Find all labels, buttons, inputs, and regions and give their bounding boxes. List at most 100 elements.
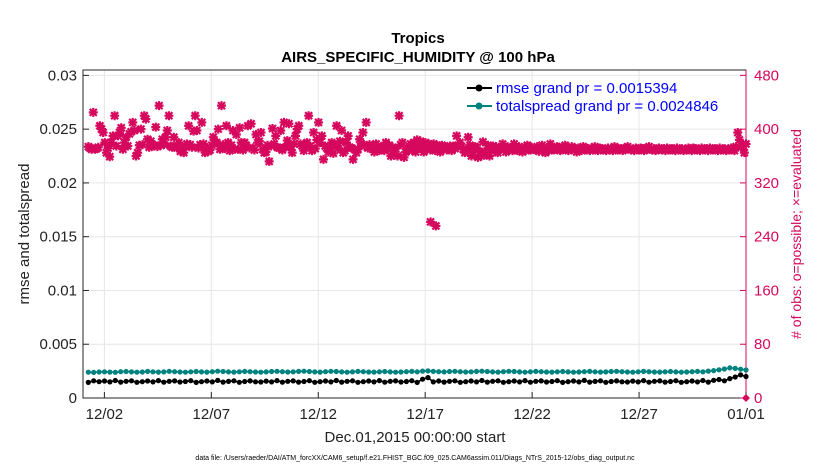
obs-count-marker	[174, 138, 184, 148]
x-tick-label: 12/07	[193, 406, 231, 423]
obs-count-marker	[233, 144, 243, 154]
x-axis-label: Dec.01,2015 00:00:00 start	[325, 429, 507, 446]
series-marker	[414, 369, 420, 375]
series-marker	[209, 379, 215, 385]
obs-count-marker	[110, 111, 120, 121]
series-marker	[112, 377, 118, 384]
series-marker	[543, 369, 550, 375]
series-marker	[721, 378, 728, 384]
obs-count-marker	[310, 144, 320, 154]
obs-count-marker	[116, 123, 126, 133]
series-marker	[484, 368, 490, 375]
series-marker	[290, 369, 296, 375]
series-marker	[409, 368, 415, 374]
series-marker	[517, 369, 523, 375]
series-marker	[91, 378, 97, 384]
y2-tick-label: 160	[754, 282, 779, 299]
series-marker	[420, 368, 426, 374]
series-marker	[269, 379, 275, 385]
series-marker	[220, 379, 226, 385]
series-marker	[495, 378, 501, 384]
series-marker	[285, 378, 291, 384]
series-marker	[312, 369, 318, 375]
series-marker	[576, 369, 582, 375]
series-marker	[215, 368, 221, 374]
series-marker	[511, 368, 517, 375]
series-marker	[694, 368, 701, 374]
series-marker	[161, 379, 167, 385]
series-marker	[355, 368, 361, 374]
obs-count-marker	[217, 101, 227, 111]
obs-count-marker	[369, 147, 379, 157]
obs-count-marker	[363, 143, 373, 153]
y2-axis-ticks: 0 80 160 240 320 400 480	[740, 67, 779, 407]
obs-count-marker	[154, 101, 164, 111]
series-marker	[296, 379, 302, 385]
series-marker	[328, 368, 334, 374]
obs-count-marker	[161, 132, 171, 142]
obs-count-marker	[458, 144, 468, 154]
obs-count-marker	[305, 141, 315, 151]
series-marker	[603, 379, 609, 385]
obs-count-marker	[485, 151, 495, 161]
series-marker	[215, 377, 221, 383]
series-marker	[732, 374, 738, 380]
obs-count-marker	[88, 107, 98, 117]
obs-count-marker	[179, 148, 189, 158]
obs-count-marker	[325, 144, 335, 154]
series-marker	[684, 379, 690, 385]
y-axis-label: rmse and totalspread	[16, 164, 33, 305]
obs-count-marker	[424, 139, 434, 149]
series-marker	[317, 369, 323, 375]
obs-count-marker	[100, 138, 110, 148]
series-marker	[279, 379, 285, 385]
series-marker	[355, 379, 361, 385]
series-marker	[177, 379, 183, 385]
series-marker	[517, 379, 523, 385]
x-tick-label: 12/12	[299, 406, 337, 423]
y-tick-label: 0.01	[48, 282, 77, 299]
series-marker	[533, 378, 539, 384]
series-marker	[716, 376, 722, 383]
series-marker	[581, 369, 587, 375]
series-marker	[635, 379, 641, 385]
obs-count-marker	[128, 117, 138, 127]
obs-count-marker	[739, 148, 749, 158]
obs-count-marker	[328, 148, 338, 158]
series-marker	[139, 379, 145, 385]
series-marker	[344, 378, 350, 384]
y-tick-label: 0.02	[48, 175, 77, 192]
series-marker	[231, 369, 237, 375]
x-tick-label: 12/17	[406, 406, 444, 423]
obs-count-marker	[101, 148, 111, 158]
obs-count-marker	[133, 148, 143, 158]
obs-count-marker	[475, 147, 485, 157]
series-marker	[155, 369, 161, 375]
series-marker	[463, 369, 469, 375]
series-marker	[592, 378, 598, 384]
y2-tick-label: 240	[754, 229, 779, 246]
series-marker	[91, 369, 97, 375]
series-marker	[101, 378, 108, 384]
series-marker	[452, 368, 458, 374]
series-marker	[409, 378, 415, 384]
series-marker	[96, 369, 102, 375]
obs-count-marker	[461, 146, 471, 156]
series-marker	[500, 379, 506, 385]
series-marker	[349, 378, 356, 384]
obs-count-marker	[212, 138, 222, 148]
obs-count-marker	[432, 140, 442, 150]
series-marker	[155, 378, 161, 384]
obs-count-marker	[264, 156, 274, 166]
series-marker	[209, 369, 215, 375]
series-marker	[689, 378, 695, 384]
series-marker	[441, 369, 447, 375]
series-marker	[651, 369, 658, 375]
obs-count-marker	[249, 145, 259, 155]
series-marker	[393, 378, 399, 384]
obs-count-marker	[139, 111, 149, 121]
series-marker	[700, 369, 706, 375]
obs-count-marker	[138, 140, 148, 150]
obs-count-marker	[343, 131, 353, 141]
